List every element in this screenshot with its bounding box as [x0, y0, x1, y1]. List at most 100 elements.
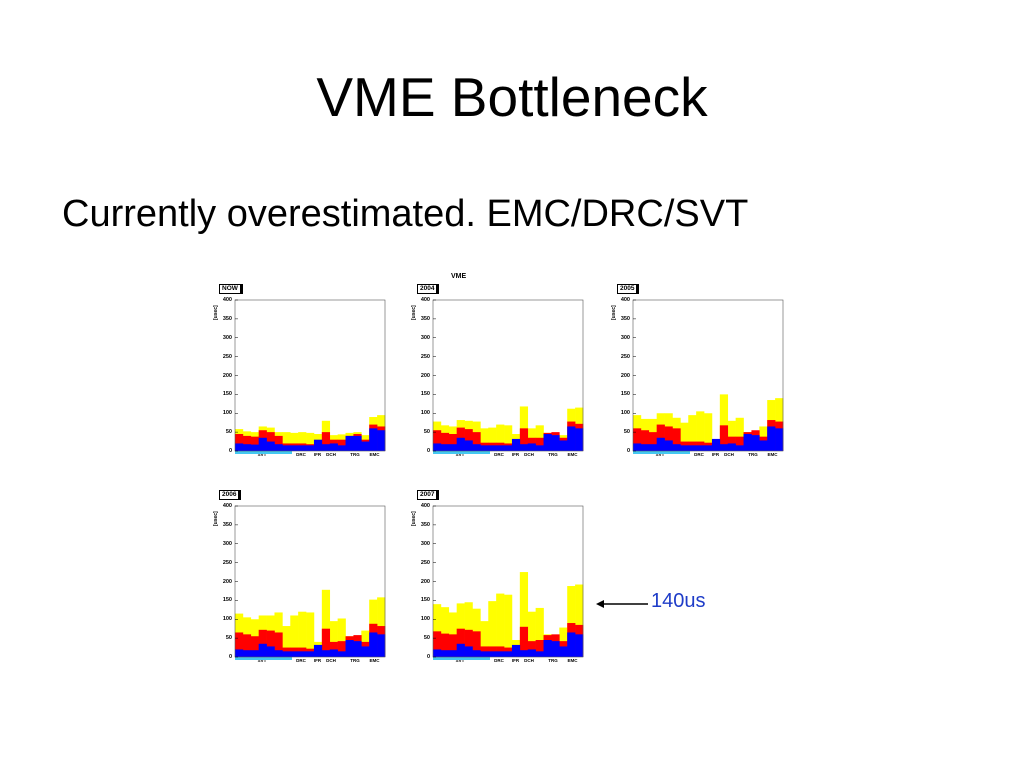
bar-segment [504, 445, 513, 451]
bar-segment [464, 602, 473, 657]
bar-segment [719, 425, 729, 451]
bar-segment [711, 438, 721, 451]
bar-segment [575, 428, 584, 451]
bar-segment [298, 445, 307, 451]
bar-segment [306, 432, 315, 451]
bar-segment [258, 629, 267, 657]
bar-segment [282, 626, 291, 657]
svt-range-strip [433, 451, 490, 454]
x-tick-label: TRG [548, 452, 558, 457]
bar-segment [480, 651, 489, 657]
bar-segment [329, 649, 338, 657]
bar-segment [567, 426, 576, 451]
x-tick-label: DCH [326, 452, 336, 457]
x-tick-label: IFR [313, 658, 322, 663]
y-tick-label: 350 [620, 315, 630, 322]
bar-segment [321, 589, 331, 657]
bar-segment [448, 434, 457, 451]
bar-segment [440, 444, 450, 451]
y-tick-label: 250 [420, 353, 430, 360]
y-tick-label: 200 [420, 578, 430, 585]
bar-segment [235, 443, 244, 451]
bar-segment [511, 644, 521, 657]
bar-segment [235, 632, 244, 657]
bar-segment [480, 428, 489, 451]
y-tick-label: 400 [222, 297, 232, 303]
bar-segment [759, 440, 768, 451]
bar-segment [298, 611, 307, 657]
stacked-bar-chart [432, 505, 584, 660]
y-tick-label: 250 [420, 559, 430, 566]
bar-segment [680, 422, 689, 451]
x-tick-label: DCH [524, 658, 534, 663]
bar-segment [664, 426, 673, 451]
bar-segment [472, 444, 481, 451]
bar-segment [735, 445, 744, 451]
bar-segment [266, 630, 275, 657]
x-tick-label: IFR [511, 658, 520, 663]
bar-segment [440, 633, 450, 657]
panel-tag: 2007 [417, 490, 440, 500]
y-tick-label: 350 [420, 315, 430, 322]
x-tick-label: SVT [257, 452, 267, 457]
bar-segment [575, 584, 584, 657]
bar-segment [680, 445, 689, 451]
bar-segment [519, 444, 529, 451]
chart-panel-now: NOW [usec] 400 350 300 250 200 150 100 50 0 SVT DRC I… [205, 270, 405, 470]
bar-segment [377, 430, 386, 451]
bar-segment [719, 444, 729, 451]
bar-segment [496, 445, 505, 451]
bar-segment [258, 437, 267, 451]
bar-segment [775, 428, 784, 451]
svt-range-strip [235, 451, 292, 454]
bar-segment [282, 432, 291, 451]
svt-range-strip [633, 451, 690, 454]
bar-segment [543, 434, 552, 451]
y-tick-label: 400 [420, 297, 430, 303]
bar-segment [511, 438, 521, 451]
x-tick-label: EMC [567, 452, 578, 457]
y-tick-label: 400 [620, 297, 630, 303]
bar-segment [735, 436, 744, 451]
bar-segment [527, 443, 536, 451]
y-tick-label: 100 [222, 410, 232, 417]
y-tick-label: 0 [228, 654, 232, 660]
x-tick-label: DCH [524, 452, 534, 457]
bar-segment [361, 646, 370, 657]
bar-segment [337, 445, 346, 451]
bar-segment [369, 428, 378, 451]
bar-segment [266, 646, 275, 657]
x-tick-label: DRC [494, 452, 504, 457]
bar-segment [648, 432, 657, 451]
bar-segment [353, 435, 362, 451]
bar-segment [337, 651, 346, 657]
x-tick-label: TRG [548, 658, 558, 663]
y-tick-label: 200 [222, 578, 232, 585]
bar-segment [735, 417, 744, 451]
callout-label: 140us [651, 590, 706, 612]
x-tick-label: DRC [494, 658, 504, 663]
bar-segment [321, 650, 331, 657]
bar-segment [727, 420, 736, 451]
bar-segment [543, 640, 552, 657]
bar-segment [337, 641, 346, 657]
y-tick-label: 150 [222, 391, 232, 398]
bar-segment [488, 601, 497, 657]
stacked-bar-chart [432, 299, 584, 454]
bar-segment [456, 643, 465, 657]
y-tick-label: 150 [222, 597, 232, 604]
bar-segment [672, 428, 681, 451]
y-tick-label: 0 [426, 654, 430, 660]
bar-segment [535, 607, 544, 657]
bar-segment [361, 441, 370, 451]
y-tick-label: 50 [225, 635, 232, 642]
bar-segment [519, 626, 529, 657]
y-tick-label: 250 [222, 559, 232, 566]
bar-segment [633, 443, 642, 451]
bar-segment [567, 632, 576, 657]
bar-segment [433, 649, 442, 657]
bar-segment [488, 445, 497, 451]
bar-segment [266, 441, 275, 451]
bar-segment [274, 435, 283, 451]
bar-segment [519, 572, 529, 657]
